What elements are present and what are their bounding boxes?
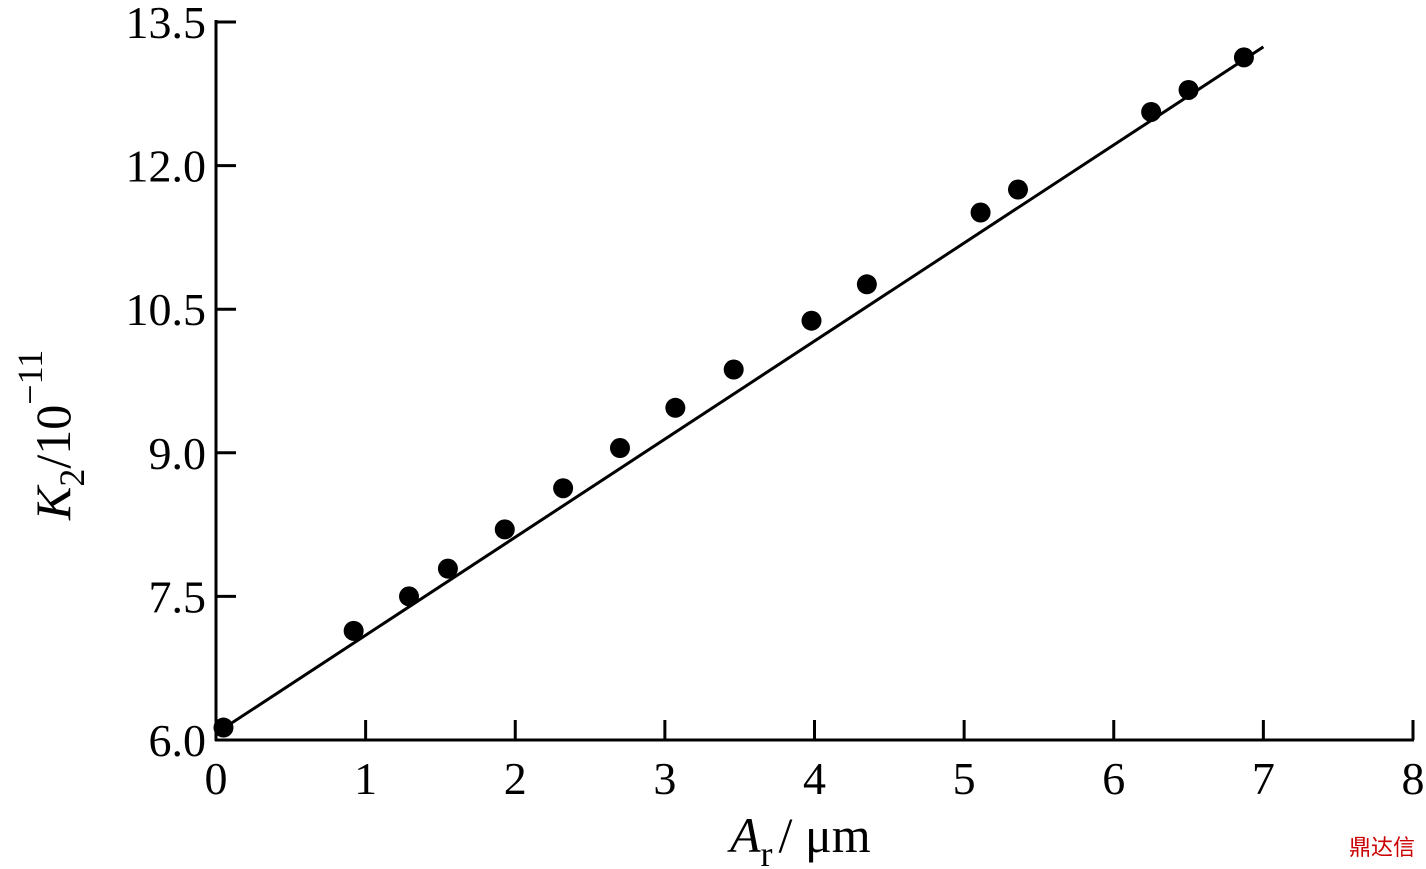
- y-tick-label: 12.0: [126, 141, 207, 192]
- x-tick-label: 5: [953, 753, 976, 804]
- x-tick-label: 1: [354, 753, 377, 804]
- data-point: [609, 438, 630, 459]
- x-label-symbol: A: [727, 807, 761, 863]
- data-point: [856, 274, 877, 295]
- y-tick-label: 7.5: [149, 571, 207, 622]
- data-point: [343, 620, 364, 641]
- y-tick-label: 6.0: [149, 715, 207, 766]
- watermark: 鼎达信: [1349, 836, 1415, 861]
- x-label-subscript: r: [761, 834, 773, 869]
- data-point: [494, 519, 515, 540]
- data-point: [665, 397, 686, 418]
- data-point: [970, 202, 991, 223]
- x-tick-label: 7: [1252, 753, 1275, 804]
- x-tick-label: 3: [653, 753, 676, 804]
- y-tick-label: 13.5: [126, 0, 207, 48]
- data-point: [801, 310, 822, 331]
- data-point: [399, 586, 420, 607]
- x-axis-label: Ar / μm: [727, 807, 871, 869]
- data-point: [1007, 179, 1028, 200]
- x-tick-label: 0: [205, 753, 228, 804]
- y-tick-label: 10.5: [126, 284, 207, 335]
- data-point: [553, 478, 574, 499]
- x-label-unit: / μm: [779, 807, 871, 863]
- y-axis-label: K2/10−11: [10, 350, 92, 521]
- fit-line: [215, 45, 1265, 735]
- data-point: [1178, 79, 1199, 100]
- y-label-unit: /10: [25, 405, 81, 469]
- x-tick-label: 8: [1402, 753, 1425, 804]
- data-point: [723, 359, 744, 380]
- x-tick-label: 4: [803, 753, 826, 804]
- x-tick-label: 2: [504, 753, 527, 804]
- data-point: [437, 558, 458, 579]
- y-tick-label: 9.0: [149, 428, 207, 479]
- y-label-subscript: 2: [52, 469, 92, 487]
- y-label-symbol: K: [25, 484, 81, 521]
- x-tick-label: 6: [1102, 753, 1125, 804]
- y-label-superscript: −11: [10, 350, 50, 405]
